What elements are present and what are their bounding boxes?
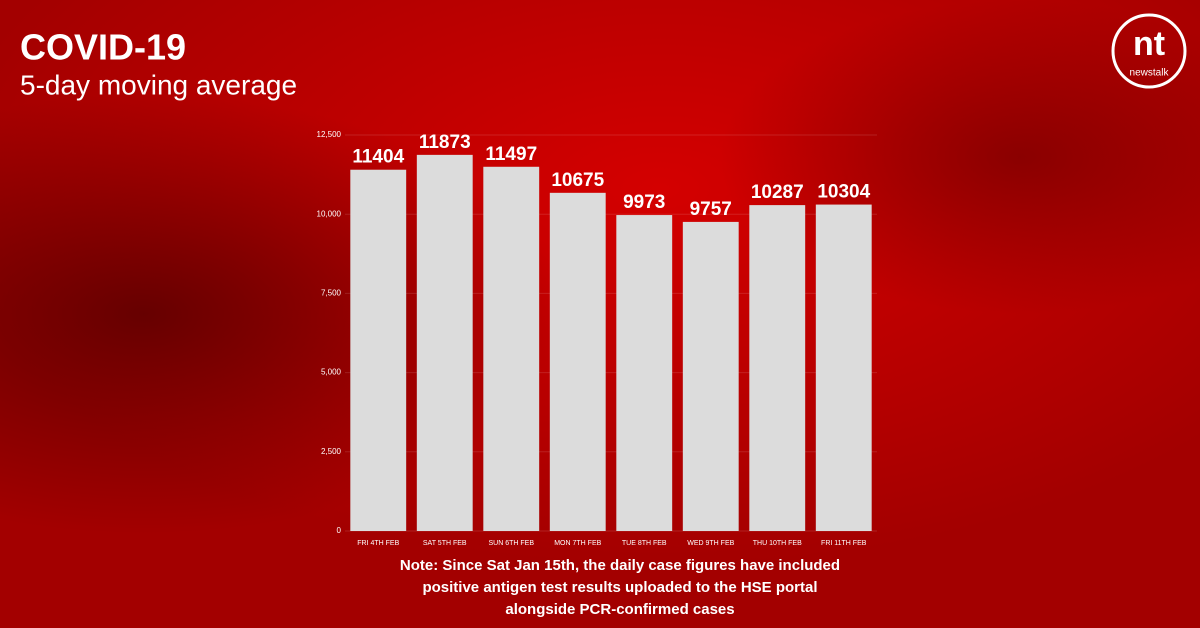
y-tick-label: 7,500: [321, 289, 342, 298]
chart-subtitle: 5-day moving average: [20, 69, 297, 100]
x-tick-label: FRI 4TH FEB: [357, 540, 399, 547]
logo-name: newstalk: [1130, 68, 1170, 79]
bar: [416, 154, 473, 532]
chart-title: COVID-19: [20, 27, 186, 68]
x-tick-label: SAT 5TH FEB: [423, 540, 467, 547]
x-tick-label: MON 7TH FEB: [554, 540, 601, 547]
value-label: 10304: [817, 182, 870, 203]
bar: [682, 221, 739, 531]
value-label: 9973: [623, 192, 665, 213]
y-tick-label: 10,000: [317, 209, 342, 218]
y-tick-label: 12,500: [317, 130, 342, 139]
value-label: 11497: [485, 144, 537, 165]
logo-mark: nt: [1133, 25, 1165, 63]
y-tick-label: 0: [337, 526, 342, 535]
y-tick-label: 2,500: [321, 447, 342, 456]
bar: [815, 204, 872, 531]
value-label: 10287: [751, 182, 804, 203]
bar: [749, 205, 806, 531]
x-tick-label: WED 9TH FEB: [687, 540, 734, 547]
value-label: 9757: [690, 199, 732, 220]
value-label: 11873: [419, 132, 471, 153]
bar: [350, 169, 407, 531]
value-label: 11404: [352, 147, 404, 168]
bar: [549, 192, 606, 532]
note: positive antigen test results uploaded t…: [422, 579, 817, 596]
note: alongside PCR-confirmed cases: [505, 601, 734, 618]
x-tick-label: THU 10TH FEB: [753, 540, 802, 547]
logo: nt newstalk: [1111, 13, 1187, 89]
bar: [616, 215, 673, 531]
x-tick-label: SUN 6TH FEB: [488, 540, 534, 547]
logo-ring: [1111, 13, 1187, 89]
bar: [483, 166, 540, 532]
x-tick-label: FRI 11TH FEB: [821, 540, 867, 547]
y-tick-label: 5,000: [321, 368, 342, 377]
note: Note: Since Sat Jan 15th, the daily case…: [400, 557, 840, 574]
x-tick-label: TUE 8TH FEB: [622, 540, 667, 547]
value-label: 10675: [551, 170, 604, 191]
